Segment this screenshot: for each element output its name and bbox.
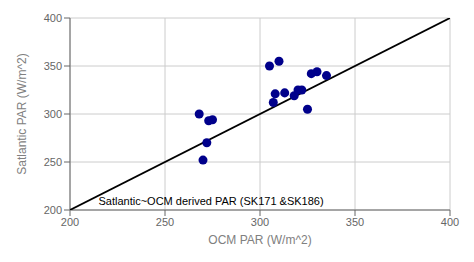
svg-text:Satlantic PAR (W/m^2): Satlantic PAR (W/m^2) [15,53,29,174]
svg-text:200: 200 [44,204,62,216]
svg-text:300: 300 [251,216,269,228]
svg-text:400: 400 [44,12,62,24]
svg-text:250: 250 [44,156,62,168]
svg-text:OCM PAR (W/m^2): OCM PAR (W/m^2) [208,233,311,247]
svg-text:Satlantic~OCM derived PAR (SK1: Satlantic~OCM derived PAR (SK171 &SK186) [99,195,324,207]
svg-text:350: 350 [44,60,62,72]
svg-text:350: 350 [346,216,364,228]
svg-text:400: 400 [441,216,459,228]
svg-text:250: 250 [156,216,174,228]
svg-text:300: 300 [44,108,62,120]
svg-text:200: 200 [61,216,79,228]
